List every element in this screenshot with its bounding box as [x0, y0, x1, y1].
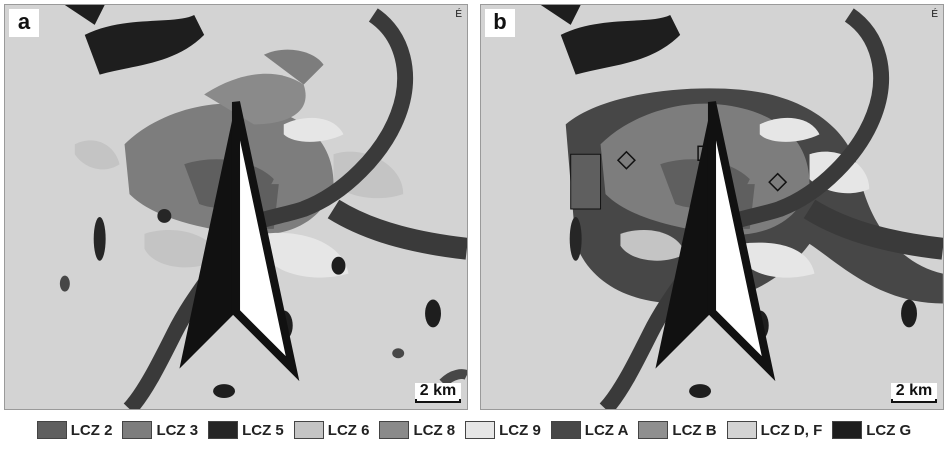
legend-swatch — [293, 421, 324, 439]
legend-label: LCZ A — [584, 421, 629, 439]
legend-item: LCZ 3 — [122, 421, 198, 439]
legend-label: LCZ 6 — [327, 421, 370, 439]
legend-swatch — [465, 421, 496, 439]
legend-item: LCZ A — [550, 421, 629, 439]
legend-item: LCZ G — [832, 421, 911, 439]
legend-label: LCZ 2 — [70, 421, 113, 439]
legend-item: LCZ 6 — [293, 421, 370, 439]
scale-text-b: 2 km — [891, 383, 937, 399]
legend-label: LCZ 3 — [156, 421, 199, 439]
legend-item: LCZ 2 — [36, 421, 113, 439]
legend-item: LCZ D, F — [726, 421, 823, 439]
legend-label: LCZ 8 — [413, 421, 456, 439]
north-letter-b: É — [931, 9, 938, 20]
legend-swatch — [832, 421, 863, 439]
legend-swatch — [726, 421, 757, 439]
legend-swatch — [122, 421, 153, 439]
north-arrow-icon — [655, 101, 776, 382]
legend-swatch — [638, 421, 669, 439]
legend-label: LCZ 5 — [242, 421, 284, 439]
legend-item: LCZ 8 — [379, 421, 455, 439]
legend-swatch — [550, 421, 581, 439]
map-panel-a: a É 2 km — [4, 4, 468, 410]
panel-label-b: b — [485, 9, 515, 37]
legend-item: LCZ 9 — [465, 421, 541, 439]
legend-label: LCZ B — [672, 421, 717, 439]
legend-item: LCZ 5 — [208, 421, 284, 439]
legend-swatch — [379, 421, 410, 439]
map-panel-b: b É 2 km — [480, 4, 944, 410]
panel-label-a: a — [9, 9, 39, 37]
legend-item: LCZ B — [638, 421, 717, 439]
legend-label: LCZ G — [866, 421, 912, 439]
legend-label: LCZ D, F — [760, 421, 823, 439]
north-letter-a: É — [455, 9, 462, 20]
legend-label: LCZ 9 — [499, 421, 541, 439]
north-arrow-icon — [179, 101, 300, 382]
scale-bar-b — [891, 399, 937, 403]
legend-swatch — [208, 421, 239, 439]
scale-text-a: 2 km — [415, 383, 461, 399]
scale-bar-a — [415, 399, 461, 403]
legend: LCZ 2 LCZ 3 LCZ 5 LCZ 6 LCZ 8 LCZ 9 LCZ … — [0, 415, 948, 445]
legend-swatch — [36, 421, 67, 439]
